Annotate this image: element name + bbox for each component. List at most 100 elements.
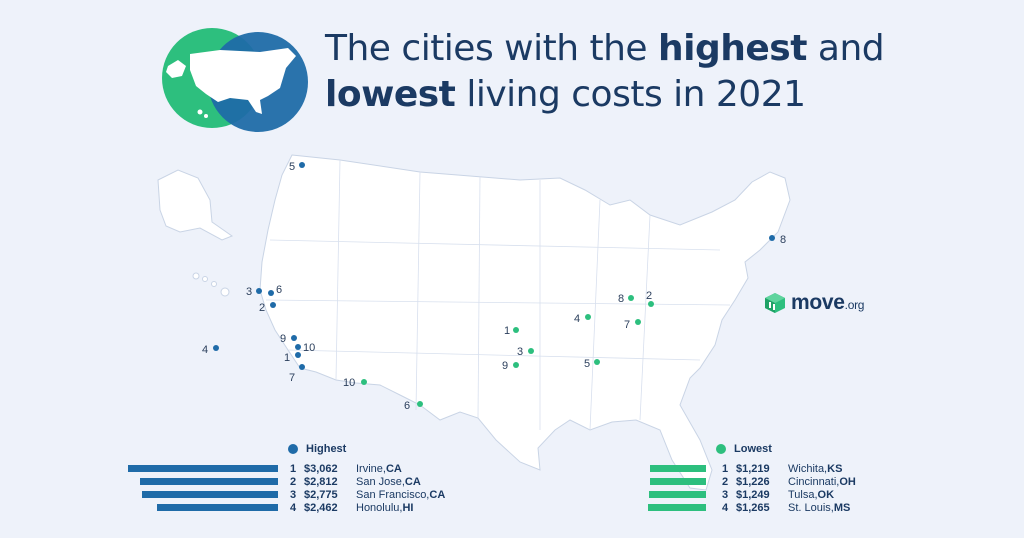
legend-city: Honolulu, [356, 501, 403, 514]
highest-marker-5 [299, 162, 305, 168]
lowest-marker-label: 3 [517, 346, 523, 358]
title-text: and [806, 28, 885, 69]
title-line-1: The cities with the highest and [325, 26, 885, 72]
highest-marker-label: 8 [780, 234, 786, 246]
lowest-marker-4 [585, 314, 591, 320]
highest-legend-bar [157, 504, 278, 511]
highest-marker-4 [213, 345, 219, 351]
highest-marker-label: 10 [303, 342, 315, 354]
legend-cost: $3,062 [304, 462, 338, 475]
cube-logo-icon [765, 293, 785, 313]
title-highlight-highest: highest [658, 28, 807, 69]
highest-legend-bar [128, 465, 278, 472]
highest-legend-row: 4 $2,462 Honolulu, HI [157, 501, 414, 514]
highest-marker-label: 4 [202, 344, 208, 356]
legend-rank: 2 [722, 475, 729, 488]
legend-cost: $1,226 [736, 475, 770, 488]
highest-marker-label: 3 [246, 286, 252, 298]
legend-state: KS [827, 462, 843, 475]
legend-rank: 2 [290, 475, 297, 488]
highest-marker-label: 9 [280, 333, 286, 345]
legend-highest-header: Highest [288, 443, 346, 455]
highest-marker-6 [268, 290, 274, 296]
lowest-marker-label: 4 [574, 313, 580, 325]
highest-legend-bar [140, 478, 278, 485]
legend-city: San Jose, [356, 475, 405, 488]
highest-marker-label: 7 [289, 372, 295, 384]
title-text: The cities with the [325, 28, 659, 69]
lowest-legend-row: 1 $1,219 Wichita, KS [650, 462, 843, 475]
lowest-marker-9 [513, 362, 519, 368]
legend-city: Cincinnati, [788, 475, 840, 488]
legend-state: OH [839, 475, 856, 488]
lowest-marker-label: 10 [343, 377, 355, 389]
legend-rank: 4 [722, 501, 729, 514]
legend-lowest-label: Lowest [734, 443, 772, 455]
lowest-marker-8 [628, 295, 634, 301]
lowest-marker-1 [513, 327, 519, 333]
lowest-marker-label: 6 [404, 400, 410, 412]
page-title: The cities with the highest and lowest l… [325, 26, 885, 118]
legend-cost: $2,462 [304, 501, 338, 514]
legend-city: Irvine, [356, 462, 386, 475]
hawaii-island [211, 281, 217, 287]
legend-city: Wichita, [788, 462, 828, 475]
legend-city: Tulsa, [788, 488, 818, 501]
lowest-marker-label: 5 [584, 358, 590, 370]
lowest-legend-bar [649, 491, 706, 498]
lowest-marker-label: 8 [618, 293, 624, 305]
legend-state: CA [385, 462, 402, 475]
lowest-marker-label: 9 [502, 360, 508, 372]
lowest-dot-icon [716, 444, 726, 454]
legend-rank: 1 [722, 462, 729, 475]
lowest-marker-6 [417, 401, 423, 407]
logo-name: move [791, 291, 845, 314]
legend-cost: $2,775 [304, 488, 338, 501]
highest-marker-label: 1 [284, 352, 290, 364]
lowest-marker-5 [594, 359, 600, 365]
alaska-shape [157, 169, 234, 241]
highest-marker-1 [295, 352, 301, 358]
legend-cost: $1,265 [736, 501, 770, 514]
title-highlight-lowest: lowest [325, 74, 456, 115]
highest-marker-label: 6 [276, 284, 282, 296]
move-org-logo: move.org [763, 290, 864, 316]
hawaii-island [220, 287, 230, 297]
highest-dot-icon [288, 444, 298, 454]
title-line-2: lowest living costs in 2021 [325, 72, 885, 118]
legend-city: St. Louis, [788, 501, 834, 514]
highest-marker-label: 5 [289, 161, 295, 173]
lowest-legend-row: 4 $1,265 St. Louis, MS [648, 501, 850, 514]
lowest-legend-bar [650, 478, 706, 485]
highest-legend-row: 1 $3,062 Irvine, CA [128, 462, 402, 475]
legend-highest-label: Highest [306, 443, 347, 455]
us-emblem-icon [162, 28, 308, 132]
legend-cost: $1,249 [736, 488, 770, 501]
map-land [157, 154, 791, 491]
legend-cost: $2,812 [304, 475, 338, 488]
hawaii-island [202, 276, 208, 282]
highest-legend-bar [142, 491, 278, 498]
legend-state: CA [429, 488, 446, 501]
lowest-legend-row: 3 $1,249 Tulsa, OK [649, 488, 834, 501]
highest-marker-3 [256, 288, 262, 294]
highest-legend-row: 3 $2,775 San Francisco, CA [142, 488, 446, 501]
highest-marker-2 [270, 302, 276, 308]
highest-legend-row: 2 $2,812 San Jose, CA [140, 475, 421, 488]
logo-suffix: .org [844, 298, 865, 312]
lowest-marker-3 [528, 348, 534, 354]
lowest-marker-10 [361, 379, 367, 385]
legend-rank: 3 [290, 488, 297, 501]
legend-rank: 1 [290, 462, 297, 475]
legend-rank: 4 [290, 501, 297, 514]
lowest-marker-2 [648, 301, 654, 307]
lowest-marker-label: 1 [504, 325, 510, 337]
lowest-legend-row: 2 $1,226 Cincinnati, OH [650, 475, 856, 488]
legend-lowest-header: Lowest [716, 443, 772, 455]
hawaii-island [192, 272, 200, 280]
legend-rank: 3 [722, 488, 729, 501]
highest-marker-label: 2 [259, 302, 265, 314]
legend-state: HI [402, 501, 414, 514]
